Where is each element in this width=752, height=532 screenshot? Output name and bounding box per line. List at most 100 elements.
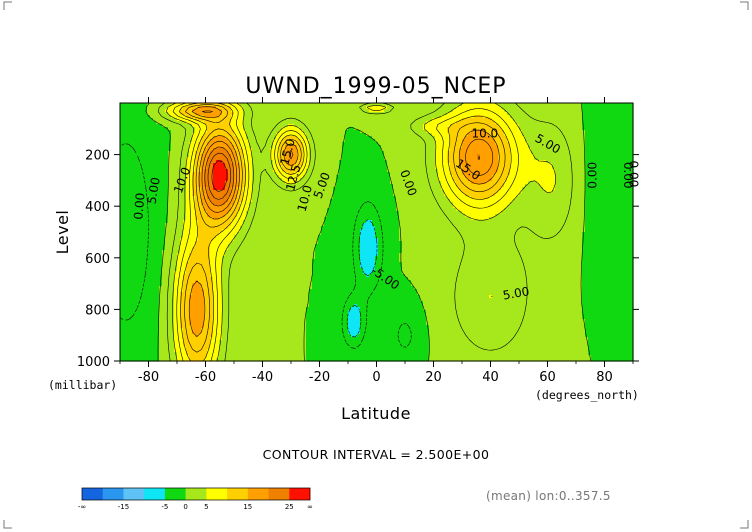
field-cell [396, 151, 400, 155]
field-cell [234, 118, 238, 122]
field-cell [159, 106, 163, 110]
field-cell [255, 181, 259, 185]
field-cell [276, 109, 280, 113]
field-cell [468, 103, 472, 107]
field-cell [558, 151, 562, 155]
field-cell [144, 136, 148, 140]
field-cell [426, 154, 430, 158]
field-cell [507, 118, 511, 122]
field-cell [207, 172, 211, 176]
field-cell [150, 121, 154, 125]
field-cell [513, 127, 517, 131]
field-cell [204, 136, 208, 140]
field-cell [150, 154, 154, 158]
field-cell [621, 124, 625, 128]
field-cell [219, 148, 223, 152]
field-cell [585, 115, 589, 119]
field-cell [390, 103, 394, 107]
field-cell [564, 103, 568, 107]
field-cell [162, 145, 166, 149]
field-cell [480, 169, 484, 173]
field-cell [627, 127, 631, 131]
field-cell [141, 148, 145, 152]
field-cell [417, 154, 421, 158]
field-cell [453, 178, 457, 182]
field-cell [315, 103, 319, 107]
field-cell [129, 184, 133, 188]
field-cell [507, 133, 511, 137]
field-cell [621, 169, 625, 173]
field-cell [243, 109, 247, 113]
field-cell [396, 187, 400, 191]
field-cell [345, 118, 349, 122]
field-cell [156, 115, 160, 119]
field-cell [216, 136, 220, 140]
field-cell [558, 166, 562, 170]
field-cell [273, 103, 277, 107]
field-cell [291, 145, 295, 149]
field-cell [228, 103, 232, 107]
field-cell [156, 169, 160, 173]
field-cell [594, 136, 598, 140]
field-cell [243, 103, 247, 107]
field-cell [474, 127, 478, 131]
field-cell [330, 124, 334, 128]
field-cell [381, 166, 385, 170]
field-cell [246, 166, 250, 170]
field-cell [204, 106, 208, 110]
field-cell [534, 121, 538, 125]
field-cell [435, 181, 439, 185]
field-cell [405, 109, 409, 113]
field-cell [318, 163, 322, 167]
field-cell [222, 187, 226, 191]
field-cell [570, 124, 574, 128]
field-cell [282, 133, 286, 137]
field-cell [207, 163, 211, 167]
field-cell [408, 109, 412, 113]
field-cell [393, 184, 397, 188]
field-cell [354, 139, 358, 143]
field-cell [384, 139, 388, 143]
field-cell [324, 175, 328, 179]
field-cell [264, 148, 268, 152]
field-cell [171, 139, 175, 143]
field-cell [453, 142, 457, 146]
field-cell [399, 172, 403, 176]
field-cell [276, 181, 280, 185]
field-cell [504, 133, 508, 137]
field-cell [435, 115, 439, 119]
field-cell [195, 160, 199, 164]
field-cell [156, 154, 160, 158]
field-cell [321, 163, 325, 167]
field-cell [318, 157, 322, 161]
field-cell [603, 175, 607, 179]
field-cell [588, 139, 592, 143]
field-cell [336, 160, 340, 164]
field-cell [171, 184, 175, 188]
field-cell [579, 175, 583, 179]
field-cell [363, 124, 367, 128]
field-cell [339, 130, 343, 134]
field-cell [183, 163, 187, 167]
field-cell [330, 127, 334, 131]
field-cell [486, 133, 490, 137]
field-cell [180, 181, 184, 185]
field-cell [201, 106, 205, 110]
field-cell [369, 181, 373, 185]
field-cell [384, 163, 388, 167]
field-cell [615, 169, 619, 173]
field-cell [570, 178, 574, 182]
field-cell [162, 154, 166, 158]
field-cell [543, 130, 547, 134]
field-cell [312, 109, 316, 113]
field-cell [519, 166, 523, 170]
field-cell [120, 157, 124, 161]
field-cell [498, 121, 502, 125]
field-cell [462, 130, 466, 134]
field-cell [438, 127, 442, 131]
field-cell [330, 139, 334, 143]
field-cell [120, 160, 124, 164]
field-cell [291, 160, 295, 164]
field-cell [255, 160, 259, 164]
field-cell [324, 130, 328, 134]
